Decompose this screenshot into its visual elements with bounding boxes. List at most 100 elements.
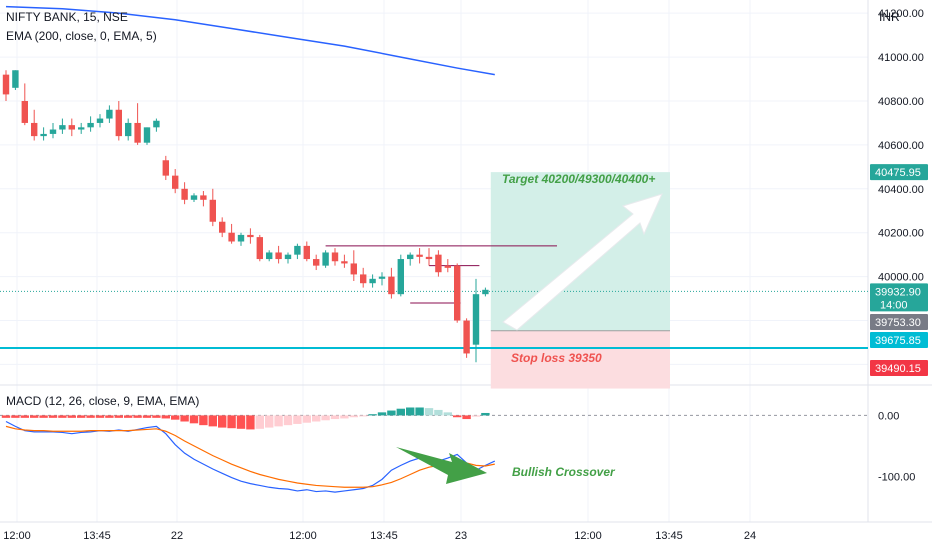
macd-histogram-bar — [86, 415, 95, 418]
candle-body — [275, 252, 282, 260]
candle-body — [463, 320, 470, 354]
time-tick-label: 24 — [744, 530, 756, 542]
price-tick-label: 41200.00 — [878, 8, 924, 20]
candle-body — [87, 122, 94, 128]
macd-histogram-bar — [161, 415, 170, 419]
ema-legend: EMA (200, close, 0, EMA, 5) — [6, 29, 157, 43]
candle-body — [228, 232, 235, 242]
target-zone — [490, 172, 670, 331]
candle-body — [106, 109, 113, 119]
candle-body — [219, 221, 226, 233]
macd-histogram-bar — [58, 415, 67, 418]
candle-body — [134, 122, 141, 143]
macd-histogram-bar — [105, 415, 114, 418]
macd-line — [5, 420, 496, 493]
macd-histogram-bar — [152, 415, 161, 418]
macd-histogram-bar — [199, 415, 208, 426]
candle-body — [172, 175, 179, 189]
price-tag-label: 39490.15 — [875, 363, 921, 375]
macd-histogram-bar — [189, 415, 199, 424]
candle-body — [482, 289, 489, 295]
candle-body — [181, 188, 188, 200]
macd-histogram-bar — [424, 408, 434, 416]
candle-body — [350, 263, 357, 275]
price-tag-label: 39932.90 — [875, 286, 921, 298]
price-tick-label: 41000.00 — [878, 52, 924, 64]
candle-body — [341, 261, 348, 264]
time-tick-label: 13:45 — [370, 530, 398, 542]
candles — [2, 70, 489, 363]
macd-histogram-bar — [255, 415, 264, 429]
macd-histogram-bar — [133, 415, 142, 418]
candle-body — [322, 252, 329, 266]
candle-body — [294, 245, 301, 255]
macd-histogram-bar — [124, 415, 133, 418]
ema-200-line — [5, 5, 495, 76]
candle-body — [435, 254, 442, 273]
candle-body — [31, 122, 38, 137]
time-tick-label: 12:00 — [3, 530, 31, 542]
candle-body — [397, 259, 404, 295]
macd-histogram-bar — [453, 415, 462, 418]
macd-histogram-bar — [387, 410, 396, 416]
candle-body — [40, 133, 47, 137]
stop-loss-annotation: Stop loss 39350 — [511, 351, 602, 365]
candle-body — [303, 245, 310, 260]
candle-body — [266, 252, 273, 260]
macd-histogram-bar — [236, 415, 246, 429]
crossover-annotation: Bullish Crossover — [512, 465, 616, 479]
macd-lines — [5, 420, 496, 493]
price-tick-label: 40400.00 — [878, 184, 924, 196]
candle-body — [59, 125, 66, 130]
candle-body — [360, 274, 367, 284]
macd-histogram-bar — [293, 415, 302, 424]
grid — [0, 0, 932, 523]
time-tick-label: 12:00 — [289, 530, 317, 542]
candle-body — [12, 70, 19, 88]
currency-label: INR — [879, 10, 900, 24]
macd-histogram-bar — [302, 415, 311, 423]
candle-body — [454, 265, 461, 321]
macd-histogram-bar — [142, 415, 152, 418]
time-tick-label: 13:45 — [655, 530, 683, 542]
time-tick-label: 23 — [455, 530, 467, 542]
macd-histogram-bar — [462, 415, 471, 420]
ema-series — [5, 5, 495, 76]
candle-body — [209, 199, 216, 222]
candle-body — [68, 125, 75, 130]
macd-histogram-bar — [443, 412, 452, 416]
price-tick-label: 40200.00 — [878, 228, 924, 240]
macd-histogram-bar — [95, 415, 105, 418]
price-tick-label: 40600.00 — [878, 140, 924, 152]
candle-body — [256, 237, 263, 260]
candle-body — [444, 265, 451, 268]
time-tick-label: 12:00 — [574, 530, 602, 542]
candle-body — [143, 127, 151, 143]
macd-histogram-bar — [30, 415, 39, 418]
macd-histogram-bar — [227, 415, 236, 429]
macd-histogram-bar — [1, 415, 11, 418]
macd-histogram-bar — [11, 415, 20, 418]
candle-body — [247, 234, 254, 238]
macd-histogram-bar — [218, 415, 227, 428]
macd-histogram-bar — [274, 415, 283, 427]
macd-histogram-bar — [114, 415, 123, 418]
countdown-label: 14:00 — [880, 299, 908, 311]
macd-histogram-bar — [321, 415, 330, 421]
macd-histogram-bar — [77, 415, 86, 418]
price-tick-label: 40800.00 — [878, 96, 924, 108]
drawn-lines — [0, 245, 868, 349]
price-tag-label: 40475.95 — [875, 167, 921, 179]
candle-body — [190, 195, 198, 200]
price-tag — [870, 360, 928, 376]
macd-histogram-bar — [340, 415, 349, 419]
candle-body — [96, 118, 104, 123]
target-arrow — [502, 193, 663, 331]
macd-histogram-bar — [246, 415, 255, 430]
macd-histogram-bar — [434, 409, 443, 416]
signal-line — [5, 425, 495, 488]
macd-histogram-bar — [481, 412, 490, 416]
macd-histogram-bar — [368, 414, 377, 416]
